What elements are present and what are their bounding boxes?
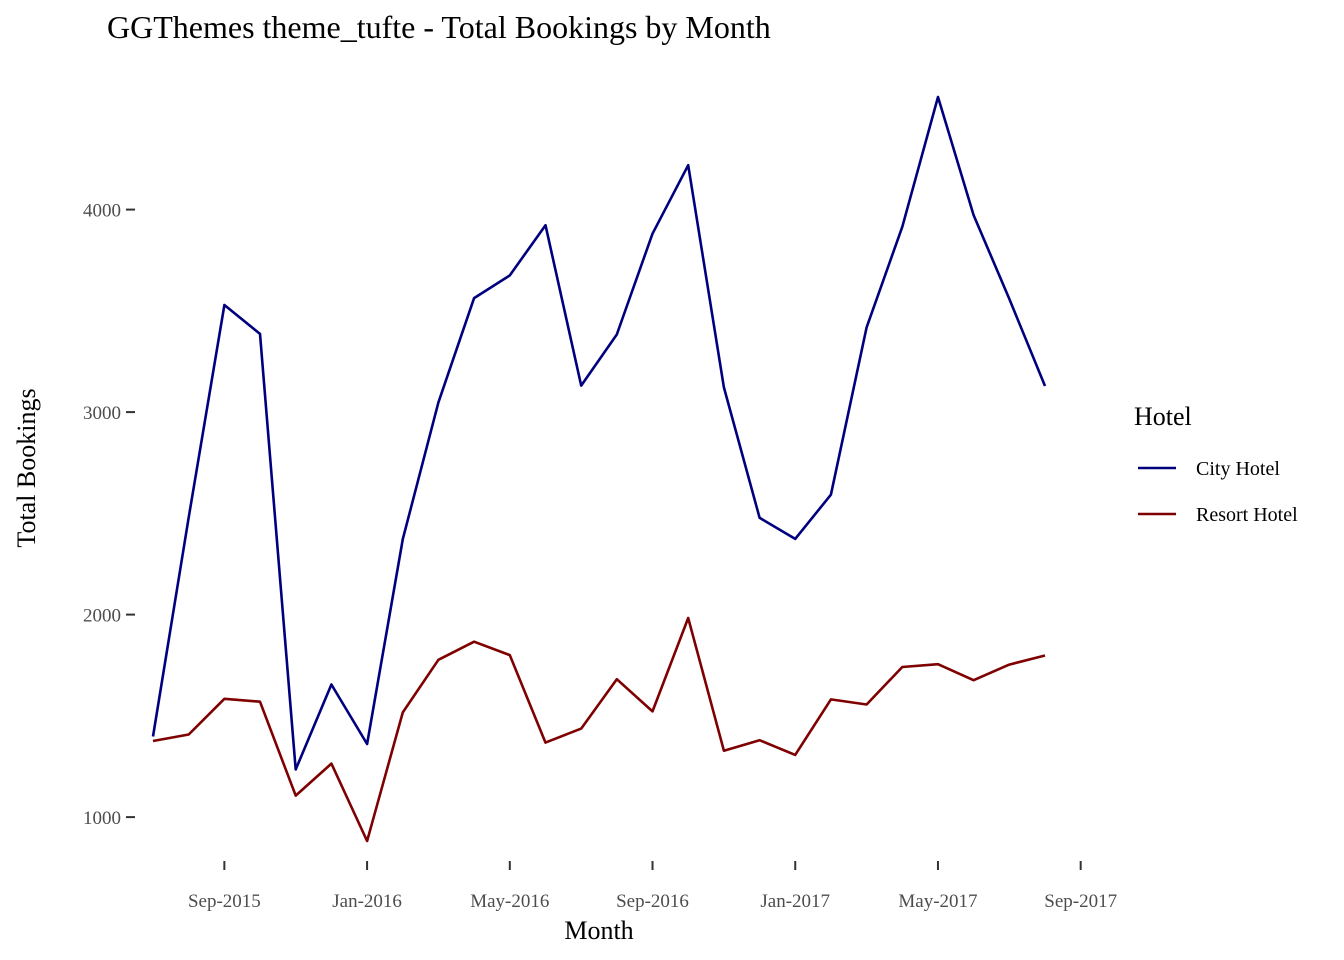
y-tick-label: 2000: [83, 606, 121, 627]
legend-title: Hotel: [1134, 402, 1192, 431]
x-tick-label: May-2017: [898, 891, 977, 912]
y-tick-label: 4000: [83, 201, 121, 222]
x-tick-label: Jan-2016: [332, 891, 402, 912]
x-tick-label: Sep-2017: [1044, 891, 1117, 912]
y-tick-label: 3000: [83, 403, 121, 424]
x-tick-label: May-2016: [470, 891, 549, 912]
chart-title: GGThemes theme_tufte - Total Bookings by…: [107, 9, 771, 45]
y-axis: 1000 2000 3000 4000: [83, 201, 135, 829]
x-tick-label: Sep-2015: [188, 891, 261, 912]
x-tick-label: Jan-2017: [760, 891, 830, 912]
legend-label-resort-hotel: Resort Hotel: [1196, 504, 1298, 526]
x-axis-title: Month: [564, 916, 633, 945]
x-tick-label: Sep-2016: [616, 891, 689, 912]
x-axis: Sep-2015 Jan-2016 May-2016 Sep-2016 Jan-2017…: [188, 861, 1117, 912]
series-line-resort-hotel: [152, 616, 1046, 843]
legend: Hotel City Hotel Resort Hotel: [1134, 402, 1298, 526]
legend-label-city-hotel: City Hotel: [1196, 458, 1280, 480]
y-axis-title: Total Bookings: [12, 388, 41, 547]
plot-area: [151, 95, 1047, 843]
y-tick-label: 1000: [83, 808, 121, 829]
series-line-city-hotel: [151, 95, 1047, 771]
